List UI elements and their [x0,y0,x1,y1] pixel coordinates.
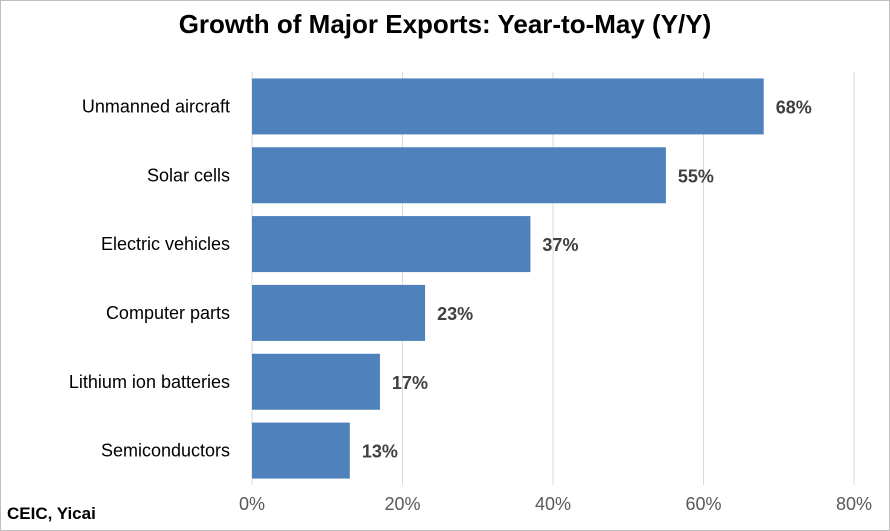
category-label: Unmanned aircraft [82,96,230,116]
data-label: 17% [392,373,428,393]
data-label: 13% [362,442,398,462]
bar [252,216,531,273]
bar [252,284,426,341]
bar [252,78,764,135]
x-tick-label: 80% [836,494,872,514]
category-label: Lithium ion batteries [69,372,230,392]
x-tick-label: 0% [239,494,265,514]
data-label: 37% [542,235,578,255]
data-label: 55% [678,166,714,186]
category-label: Electric vehicles [101,234,230,254]
bar [252,422,350,479]
bar [252,147,666,204]
data-label: 23% [437,304,473,324]
category-label: Computer parts [106,303,230,323]
category-label: Semiconductors [101,441,230,461]
data-label: 68% [776,97,812,117]
x-tick-label: 40% [535,494,571,514]
category-label: Solar cells [147,165,230,185]
x-tick-label: 20% [384,494,420,514]
bar [252,353,380,410]
source-note: CEIC, Yicai [7,504,96,523]
chart-title: Growth of Major Exports: Year-to-May (Y/… [178,9,712,39]
x-tick-label: 60% [685,494,721,514]
